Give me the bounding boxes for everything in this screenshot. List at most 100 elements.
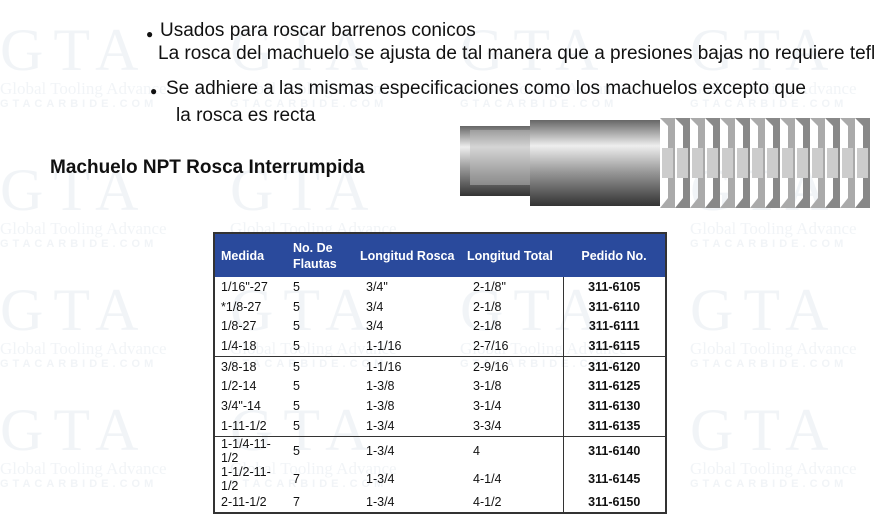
cell-flautas: 5	[287, 355, 354, 377]
table-row: 1/8-27 5 3/4 2-1/8 311-6111	[214, 316, 666, 337]
cell-rosca: 1-3/4	[366, 495, 395, 510]
thread-flute	[782, 148, 793, 178]
table-row: 1-1/2-11-1/2 7 1-3/4 4-1/4 311-6145	[214, 464, 666, 493]
cell-medida: 3/8-18	[214, 355, 287, 377]
bullet-icon: ●	[146, 27, 154, 41]
cell-pedido: 311-6135	[562, 415, 666, 436]
cell-medida: 1/8-27	[221, 319, 257, 334]
bullet-continuation: la rosca es recta	[176, 105, 316, 126]
cell-total: 2-1/8	[473, 299, 502, 314]
cell-pedido: 311-6150	[562, 492, 666, 514]
cell-pedido: 311-6110	[562, 296, 666, 317]
cell-total: 3-1/4	[473, 398, 502, 413]
table-row: 1-11-1/2 5 1-3/4 3-3/4 311-6135	[214, 415, 666, 436]
table-row: 3/8-18 5 1-1/16 2-9/16 311-6120	[214, 355, 666, 377]
thread-flute	[812, 148, 823, 178]
cell-flautas: 5	[293, 299, 300, 314]
thread-flute	[677, 148, 688, 178]
thread-flute	[767, 148, 778, 178]
bullet-continuation: La rosca del machuelo se ajusta de tal m…	[158, 43, 876, 64]
cell-medida: *1/8-27	[221, 299, 262, 314]
thread-ridge	[690, 118, 705, 208]
cell-flautas: 5	[293, 398, 300, 413]
thread-flute	[722, 148, 733, 178]
thread-flute	[692, 148, 703, 178]
header-long-rosca: Longitud Rosca	[354, 233, 461, 277]
cell-medida: 1-1/2-11-1/2	[221, 464, 271, 493]
table-header: Medida No. De Flautas Longitud Rosca Lon…	[214, 233, 666, 277]
thread-ridge	[675, 118, 690, 208]
header-pedido: Pedido No.	[563, 233, 666, 277]
cell-rosca: 1-3/8	[366, 379, 395, 394]
table-row: 1/4-18 5 1-1/16 2-7/16 311-6115	[214, 336, 666, 357]
thread-ridge	[795, 118, 810, 208]
bullet-icon: ●	[150, 84, 158, 98]
cell-flautas: 5	[287, 435, 354, 465]
cell-pedido: 311-6140	[562, 435, 666, 465]
cell-pedido: 311-6105	[562, 277, 666, 297]
thread-ridge	[720, 118, 735, 208]
thread-ridge	[660, 118, 675, 208]
cell-medida: 1-1/4-11-1/2	[214, 435, 287, 465]
cell-pedido: 311-6115	[562, 336, 666, 357]
thread-flute	[707, 148, 718, 178]
cell-rosca: 1-3/4	[366, 471, 395, 486]
thread-ridge	[825, 118, 840, 208]
cell-total: 3-1/8	[473, 379, 502, 394]
page-title: Machuelo NPT Rosca Interrumpida	[50, 157, 365, 178]
cell-pedido: 311-6130	[562, 396, 666, 416]
cell-rosca: 1-3/4	[366, 418, 395, 433]
thread-flute	[752, 148, 763, 178]
cell-total: 3-3/4	[473, 418, 502, 433]
cell-medida: 2-11-1/2	[221, 495, 267, 510]
cell-rosca: 1-3/4	[354, 435, 461, 465]
cell-rosca: 3/4	[366, 319, 384, 334]
thread-flute	[857, 148, 868, 178]
table-row: 2-11-1/2 7 1-3/4 4-1/2 311-6150	[214, 492, 666, 514]
table-row: 1/16"-27 5 3/4" 2-1/8" 311-6105	[214, 277, 666, 297]
cell-flautas: 5	[293, 379, 300, 394]
thread-ridge	[705, 118, 720, 208]
thread-ridge	[840, 118, 855, 208]
cell-pedido: 311-6111	[562, 316, 666, 337]
tap-image	[460, 118, 870, 208]
header-flautas: No. De Flautas	[287, 233, 354, 277]
cell-rosca: 3/4"	[366, 279, 388, 294]
thread-ridge	[765, 118, 780, 208]
thread-flute	[827, 148, 838, 178]
cell-total: 2-7/16	[473, 338, 509, 353]
cell-rosca: 1-3/8	[366, 398, 395, 413]
bullet-text: Se adhiere a las mismas especificaciones…	[166, 78, 806, 99]
cell-rosca: 3/4	[366, 299, 384, 314]
header-medida: Medida	[214, 233, 287, 277]
thread-flute	[797, 148, 808, 178]
thread-flute	[662, 148, 673, 178]
cell-flautas: 7	[293, 495, 300, 510]
cell-flautas: 5	[293, 279, 300, 294]
thread-flute	[842, 148, 853, 178]
cell-flautas: 5	[293, 338, 300, 353]
cell-flautas: 5	[293, 418, 300, 433]
cell-total: 4-1/2	[473, 495, 502, 510]
cell-rosca: 1-1/16	[354, 355, 461, 377]
cell-total: 4-1/4	[473, 471, 502, 486]
cell-total: 4	[461, 435, 563, 465]
tap-spec-table: Medida No. De Flautas Longitud Rosca Lon…	[213, 232, 667, 514]
thread-ridge	[735, 118, 750, 208]
table-row: 1-1/4-11-1/2 5 1-3/4 4 311-6140	[214, 435, 666, 465]
header-long-total: Longitud Total	[461, 233, 563, 277]
table-row: 1/2-14 5 1-3/8 3-1/8 311-6125	[214, 376, 666, 397]
thread-flute	[737, 148, 748, 178]
cell-medida: 3/4"-14	[221, 398, 261, 413]
cell-medida: 1/16"-27	[221, 279, 268, 294]
cell-medida: 1-11-1/2	[221, 418, 267, 433]
cell-total: 2-1/8	[473, 319, 502, 334]
cell-flautas: 7	[293, 471, 300, 486]
table-row: *1/8-27 5 3/4 2-1/8 311-6110	[214, 296, 666, 317]
cell-rosca: 1-1/16	[366, 338, 402, 353]
